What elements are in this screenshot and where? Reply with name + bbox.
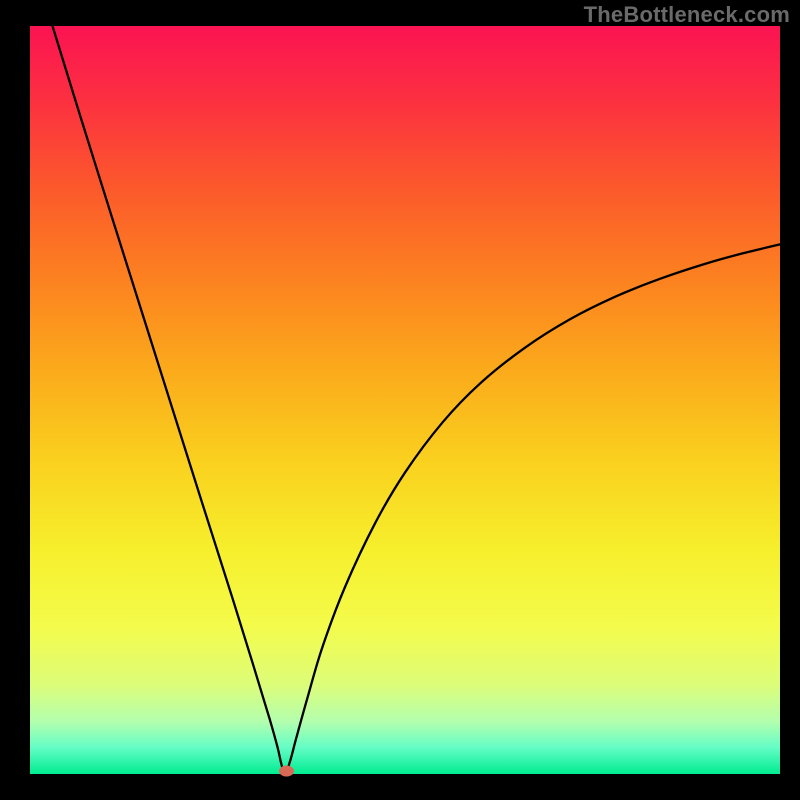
watermark-text: TheBottleneck.com xyxy=(584,2,790,28)
min-marker xyxy=(280,766,294,776)
bottleneck-chart xyxy=(0,0,800,800)
plot-background xyxy=(30,26,780,774)
